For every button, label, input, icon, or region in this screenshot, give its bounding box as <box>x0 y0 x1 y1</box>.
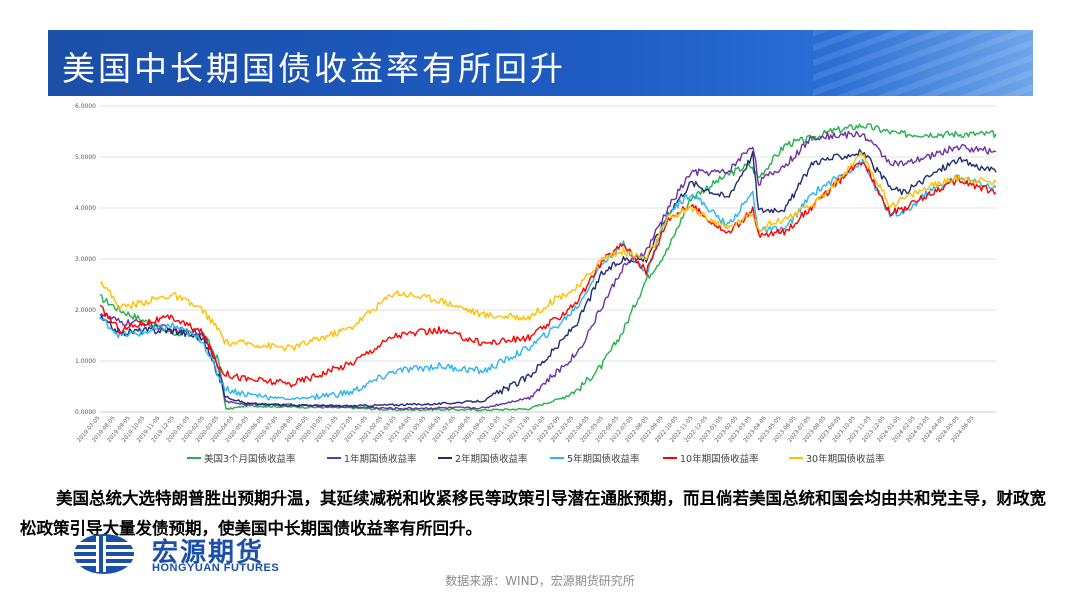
yield-line-chart: 0.0000 1.0000 2.0000 3.0000 4.0000 5.0000 6.00… <box>75 103 997 465</box>
legend-label: 5年期国债收益率 <box>567 453 640 465</box>
legend-label: 1年期国债收益率 <box>344 453 417 465</box>
series-line <box>99 158 997 401</box>
y-tick-label: 0.0000 <box>75 409 96 416</box>
legend-label: 2年期国债收益率 <box>455 453 528 465</box>
y-tick-label: 5.0000 <box>75 154 96 161</box>
series-line <box>99 123 997 412</box>
legend-label: 30年期国债收益率 <box>806 453 885 465</box>
chart-container: 0.0000 1.0000 2.0000 3.0000 4.0000 5.0000 6.00… <box>70 98 1008 476</box>
y-tick-label: 4.0000 <box>75 205 96 212</box>
hongyuan-logo-icon <box>74 534 134 574</box>
logo-english-name: HONGYUAN FUTURES <box>152 562 280 574</box>
series-line <box>99 152 997 352</box>
series-line <box>99 161 997 388</box>
y-tick-label: 2.0000 <box>75 307 96 314</box>
legend-label: 10年期国债收益率 <box>680 453 759 465</box>
caption-paragraph: 美国总统大选特朗普胜出预期升温，其延续减税和收紧移民等政策引导潜在通胀预期，而且… <box>20 484 1060 544</box>
legend-label: 美国3个月国债收益率 <box>204 453 296 465</box>
title-bar: 美国中长期国债收益率有所回升 <box>48 30 1033 96</box>
y-tick-label: 6.0000 <box>75 103 96 110</box>
series-line <box>99 130 997 411</box>
page-title: 美国中长期国债收益率有所回升 <box>62 49 566 88</box>
logo-chinese-name: 宏源期货 <box>152 538 265 568</box>
data-source: 数据来源：WIND，宏源期货研究所 <box>445 574 635 588</box>
title-bar-decoration <box>813 30 1033 96</box>
y-tick-label: 3.0000 <box>75 256 96 263</box>
caption-text: 美国总统大选特朗普胜出预期升温，其延续减税和收紧移民等政策引导潜在通胀预期，而且… <box>20 489 1046 538</box>
series-line <box>99 148 997 408</box>
y-tick-label: 1.0000 <box>75 358 96 365</box>
company-logo: 宏源期货 HONGYUAN FUTURES <box>72 528 332 578</box>
